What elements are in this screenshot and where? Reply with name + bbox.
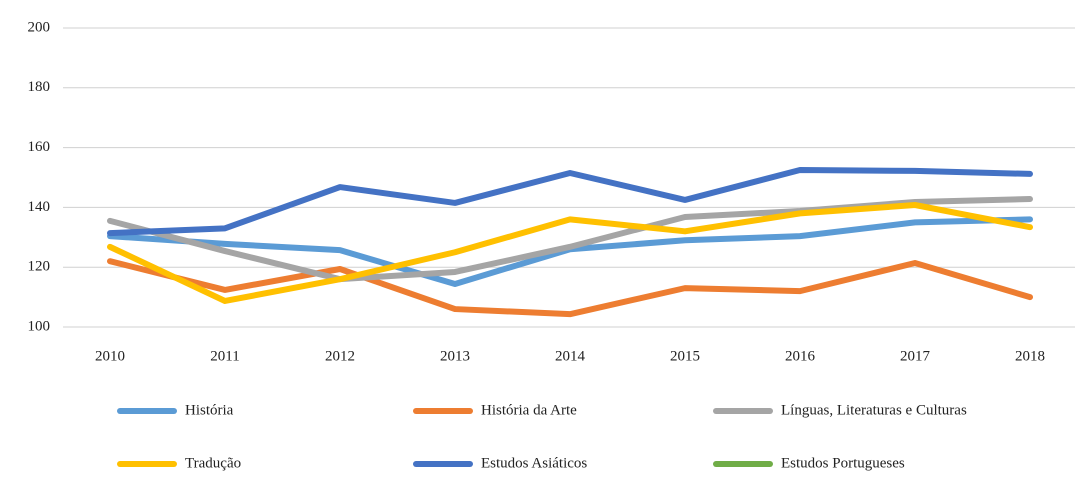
y-tick-label: 140 bbox=[28, 199, 51, 215]
series-line bbox=[107, 216, 1033, 287]
x-tick-label: 2012 bbox=[325, 348, 355, 364]
x-tick-label: 2011 bbox=[210, 348, 239, 364]
x-tick-label: 2015 bbox=[670, 348, 700, 364]
legend-label: História da Arte bbox=[481, 402, 577, 418]
x-tick-label: 2017 bbox=[900, 348, 931, 364]
series-line bbox=[107, 258, 1033, 318]
legend-label: Estudos Asiáticos bbox=[481, 455, 587, 471]
legend-label: História bbox=[185, 402, 234, 418]
x-tick-label: 2010 bbox=[95, 348, 125, 364]
series-line bbox=[107, 167, 1033, 237]
x-tick-label: 2016 bbox=[785, 348, 816, 364]
y-tick-label: 160 bbox=[28, 139, 51, 155]
series-line bbox=[107, 202, 1033, 304]
x-tick-label: 2014 bbox=[555, 348, 586, 364]
legend-label: Línguas, Literaturas e Culturas bbox=[781, 402, 967, 418]
x-tick-label: 2018 bbox=[1015, 348, 1045, 364]
x-tick-label: 2013 bbox=[440, 348, 470, 364]
legend-label: Tradução bbox=[185, 455, 241, 471]
y-tick-label: 120 bbox=[28, 259, 51, 275]
y-tick-label: 180 bbox=[28, 79, 51, 95]
y-tick-label: 100 bbox=[28, 318, 51, 334]
y-tick-label: 200 bbox=[28, 19, 51, 35]
legend-label: Estudos Portugueses bbox=[781, 455, 905, 471]
